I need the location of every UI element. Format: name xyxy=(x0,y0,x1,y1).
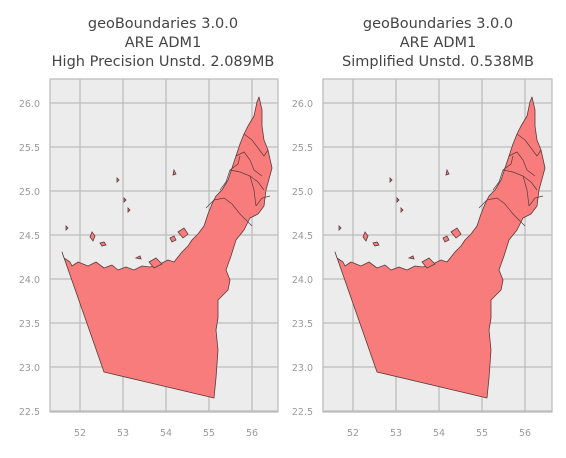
y-tick-label: 23.0 xyxy=(292,363,313,374)
y-tick-label: 26.0 xyxy=(19,99,40,110)
panel-1-y-ticks: 26.0 25.5 25.0 24.5 24.0 23.5 23.0 22.5 xyxy=(19,99,40,418)
y-tick-label: 26.0 xyxy=(292,99,313,110)
x-tick-label: 56 xyxy=(519,428,531,439)
x-tick-label: 52 xyxy=(347,428,359,439)
y-tick-label: 25.5 xyxy=(292,143,313,154)
x-tick-label: 54 xyxy=(160,428,172,439)
panel-simplified: geoBoundaries 3.0.0 ARE ADM1 Simplified … xyxy=(292,16,553,439)
y-tick-label: 25.0 xyxy=(19,187,40,198)
y-tick-label: 24.0 xyxy=(19,275,40,286)
panel-2-y-ticks: 26.0 25.5 25.0 24.5 24.0 23.5 23.0 22.5 xyxy=(292,99,313,418)
panel-1-title-line-3: High Precision Unstd. 2.089MB xyxy=(52,54,275,70)
x-tick-label: 53 xyxy=(390,428,402,439)
y-tick-label: 25.0 xyxy=(292,187,313,198)
x-tick-label: 52 xyxy=(74,428,86,439)
y-tick-label: 22.5 xyxy=(292,407,313,418)
x-tick-label: 53 xyxy=(117,428,129,439)
panel-2-x-ticks: 52 53 54 55 56 xyxy=(347,428,531,439)
y-tick-label: 22.5 xyxy=(19,407,40,418)
y-tick-label: 23.5 xyxy=(292,319,313,330)
panel-1-x-ticks: 52 53 54 55 56 xyxy=(74,428,258,439)
y-tick-label: 23.0 xyxy=(19,363,40,374)
x-tick-label: 55 xyxy=(203,428,215,439)
panel-high-precision: geoBoundaries 3.0.0 ARE ADM1 High Precis… xyxy=(19,16,279,439)
panel-1-title-line-1: geoBoundaries 3.0.0 xyxy=(88,16,238,32)
x-tick-label: 56 xyxy=(246,428,258,439)
panel-2-title-line-2: ARE ADM1 xyxy=(400,35,477,51)
y-tick-label: 23.5 xyxy=(19,319,40,330)
panel-2-title-line-3: Simplified Unstd. 0.538MB xyxy=(342,54,534,70)
y-tick-label: 24.5 xyxy=(19,231,40,242)
y-tick-label: 24.5 xyxy=(292,231,313,242)
x-tick-label: 54 xyxy=(433,428,445,439)
y-tick-label: 24.0 xyxy=(292,275,313,286)
panel-2-title-line-1: geoBoundaries 3.0.0 xyxy=(363,16,513,32)
x-tick-label: 55 xyxy=(476,428,488,439)
y-tick-label: 25.5 xyxy=(19,143,40,154)
panel-1-title-line-2: ARE ADM1 xyxy=(125,35,202,51)
